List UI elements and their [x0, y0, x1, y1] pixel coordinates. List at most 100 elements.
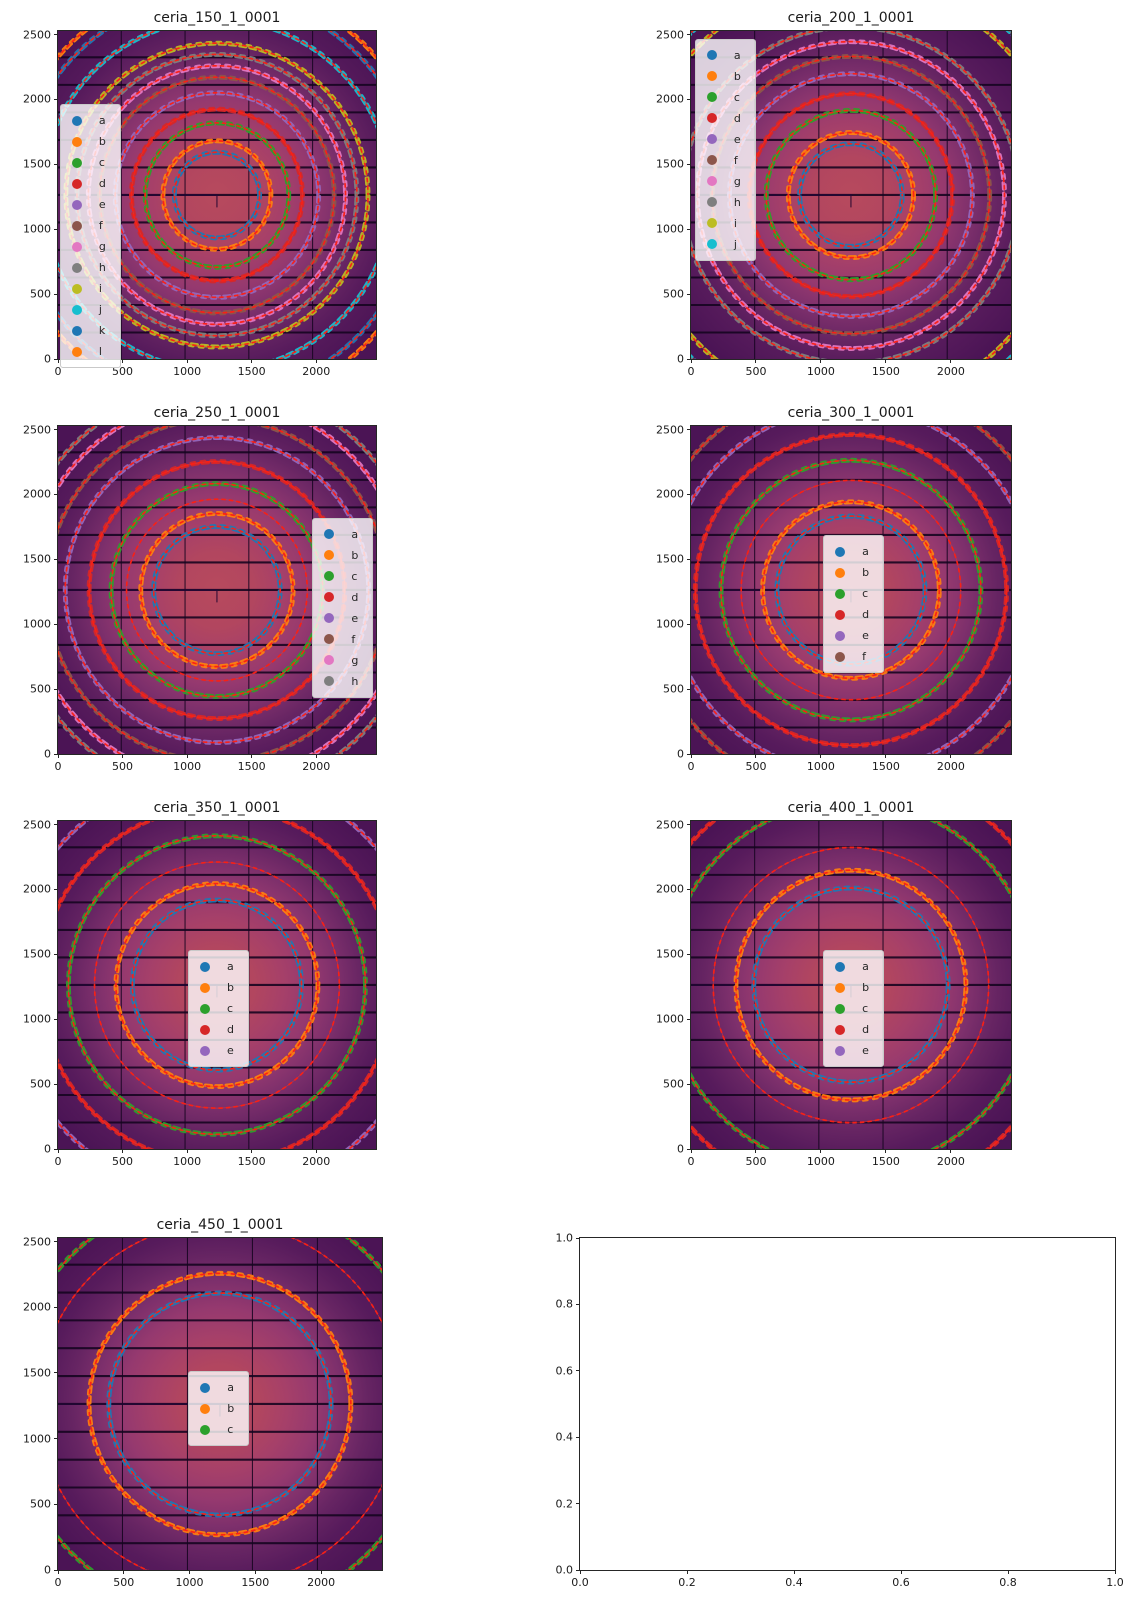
legend-item-label: g	[98, 240, 106, 254]
y-tick-label: 1000	[23, 1012, 51, 1026]
x-tick-label: 500	[745, 760, 767, 773]
y-tick-label: 2500	[23, 28, 51, 41]
y-tick-label: 0.8	[555, 1297, 574, 1311]
x-tick-mark	[820, 1149, 822, 1153]
legend-item-label: a	[862, 545, 869, 559]
y-tick-mark	[687, 558, 691, 560]
x-tick-label: 500	[112, 1155, 134, 1168]
legend-marker-icon	[200, 1003, 211, 1014]
legend-marker-icon	[706, 92, 717, 103]
x-tick-label: 1500	[871, 365, 900, 378]
y-tick-mark	[54, 1241, 58, 1243]
legend-marker-icon	[835, 609, 846, 620]
x-tick-label: 0	[54, 365, 62, 378]
y-tick-mark	[54, 98, 58, 100]
legend-item-label: e	[227, 1044, 234, 1058]
detector-image	[691, 426, 1011, 754]
y-tick-label: 1000	[23, 1432, 51, 1446]
legend-marker-icon	[835, 567, 846, 578]
y-tick-label: 500	[663, 287, 684, 301]
x-tick-label: 2000	[302, 365, 331, 378]
empty-subplot: 0.0 0.2 0.4 0.6 0.8 1.0 0.0 0.2 0.4 0.6 0.8 1.0	[556, 1232, 1124, 1590]
legend-item-label: a	[227, 960, 234, 974]
y-tick-mark	[54, 1372, 58, 1374]
y-tick-mark	[54, 1503, 58, 1505]
legend-item-label: c	[227, 1423, 234, 1437]
legend-item: f	[71, 215, 106, 236]
legend-marker-icon	[200, 1403, 211, 1414]
y-tick-mark	[687, 888, 691, 890]
x-tick-mark	[320, 1570, 322, 1574]
y-tick-mark	[687, 429, 691, 430]
legend-marker-icon	[200, 1424, 211, 1435]
legend-marker-icon	[835, 546, 846, 557]
y-tick-mark	[54, 429, 58, 430]
subplot-ceria_150_1_0001: ceria_150_1_0001 0 500 1000 1500 2000 0 500 1000…	[23, 10, 377, 378]
x-tick-label: 2000	[302, 1155, 331, 1168]
legend-item-label: a	[98, 114, 106, 128]
legend-item: e	[324, 608, 358, 629]
x-tick-label: 0	[54, 760, 62, 773]
y-tick-label: 1500	[23, 947, 51, 961]
detector-image	[691, 821, 1011, 1149]
legend-item: f	[324, 629, 358, 650]
x-tick-label: 1500	[871, 760, 900, 773]
legend-item: a	[706, 45, 741, 66]
x-tick-label: 0.2	[678, 1576, 696, 1589]
x-tick-label: 0	[54, 1155, 62, 1168]
legend-item: d	[835, 604, 869, 625]
x-tick-label: 500	[112, 760, 134, 773]
legend-item: g	[324, 650, 358, 671]
x-tick-mark	[57, 1149, 59, 1153]
legend-item: g	[706, 171, 741, 192]
legend-marker-icon	[835, 630, 846, 641]
y-tick-mark	[54, 1569, 58, 1571]
x-tick-mark	[686, 1570, 688, 1574]
y-tick-label: 2000	[23, 92, 51, 106]
y-tick-mark	[687, 1018, 691, 1020]
legend-item-label: k	[98, 324, 106, 338]
x-tick-mark	[885, 754, 887, 758]
x-tick-label: 1500	[871, 1155, 900, 1168]
legend-marker-icon	[835, 1003, 846, 1014]
subplot-ceria_250_1_0001: ceria_250_1_0001 0 500 1000 1500 2000 0 500 1000…	[23, 405, 377, 773]
legend-marker-icon	[71, 241, 82, 252]
y-tick-mark	[54, 1018, 58, 1020]
y-tick-label: 1000	[656, 1012, 684, 1026]
legend-item-label: h	[98, 261, 106, 275]
y-tick-label: 2000	[656, 882, 684, 896]
legend-item-label: e	[98, 198, 106, 212]
legend-item-label: b	[227, 981, 235, 995]
legend-item-label: d	[351, 590, 359, 604]
subplot-title: ceria_350_1_0001	[153, 800, 281, 816]
legend-marker-icon	[706, 113, 717, 124]
y-tick-label: 1000	[656, 617, 684, 631]
legend-marker-icon	[706, 155, 717, 166]
x-tick-label: 500	[745, 1155, 767, 1168]
y-tick-label: 0	[677, 1142, 684, 1156]
legend-marker-icon	[324, 655, 335, 665]
y-tick-label: 1.0	[555, 1231, 574, 1245]
legend-marker-icon	[706, 134, 717, 145]
legend-marker-icon	[71, 136, 82, 147]
legend-item: b	[835, 977, 869, 998]
subplot-title: ceria_400_1_0001	[787, 800, 915, 816]
x-tick-label: 2000	[302, 760, 331, 773]
y-tick-label: 500	[30, 682, 51, 696]
x-tick-mark	[1007, 1570, 1009, 1574]
y-tick-mark	[687, 623, 691, 625]
legend-item: b	[706, 66, 741, 87]
legend-item-label: e	[351, 611, 359, 625]
legend-item-label: f	[862, 650, 867, 664]
x-tick-mark	[755, 754, 757, 758]
x-tick-mark	[186, 359, 188, 363]
legend-item: b	[71, 131, 106, 152]
legend-marker-icon	[71, 157, 82, 168]
legend-item-label: i	[98, 282, 102, 296]
x-tick-mark	[579, 1570, 581, 1574]
x-tick-mark	[885, 359, 887, 363]
x-tick-mark	[254, 1570, 256, 1574]
legend-item-label: j	[733, 237, 737, 251]
